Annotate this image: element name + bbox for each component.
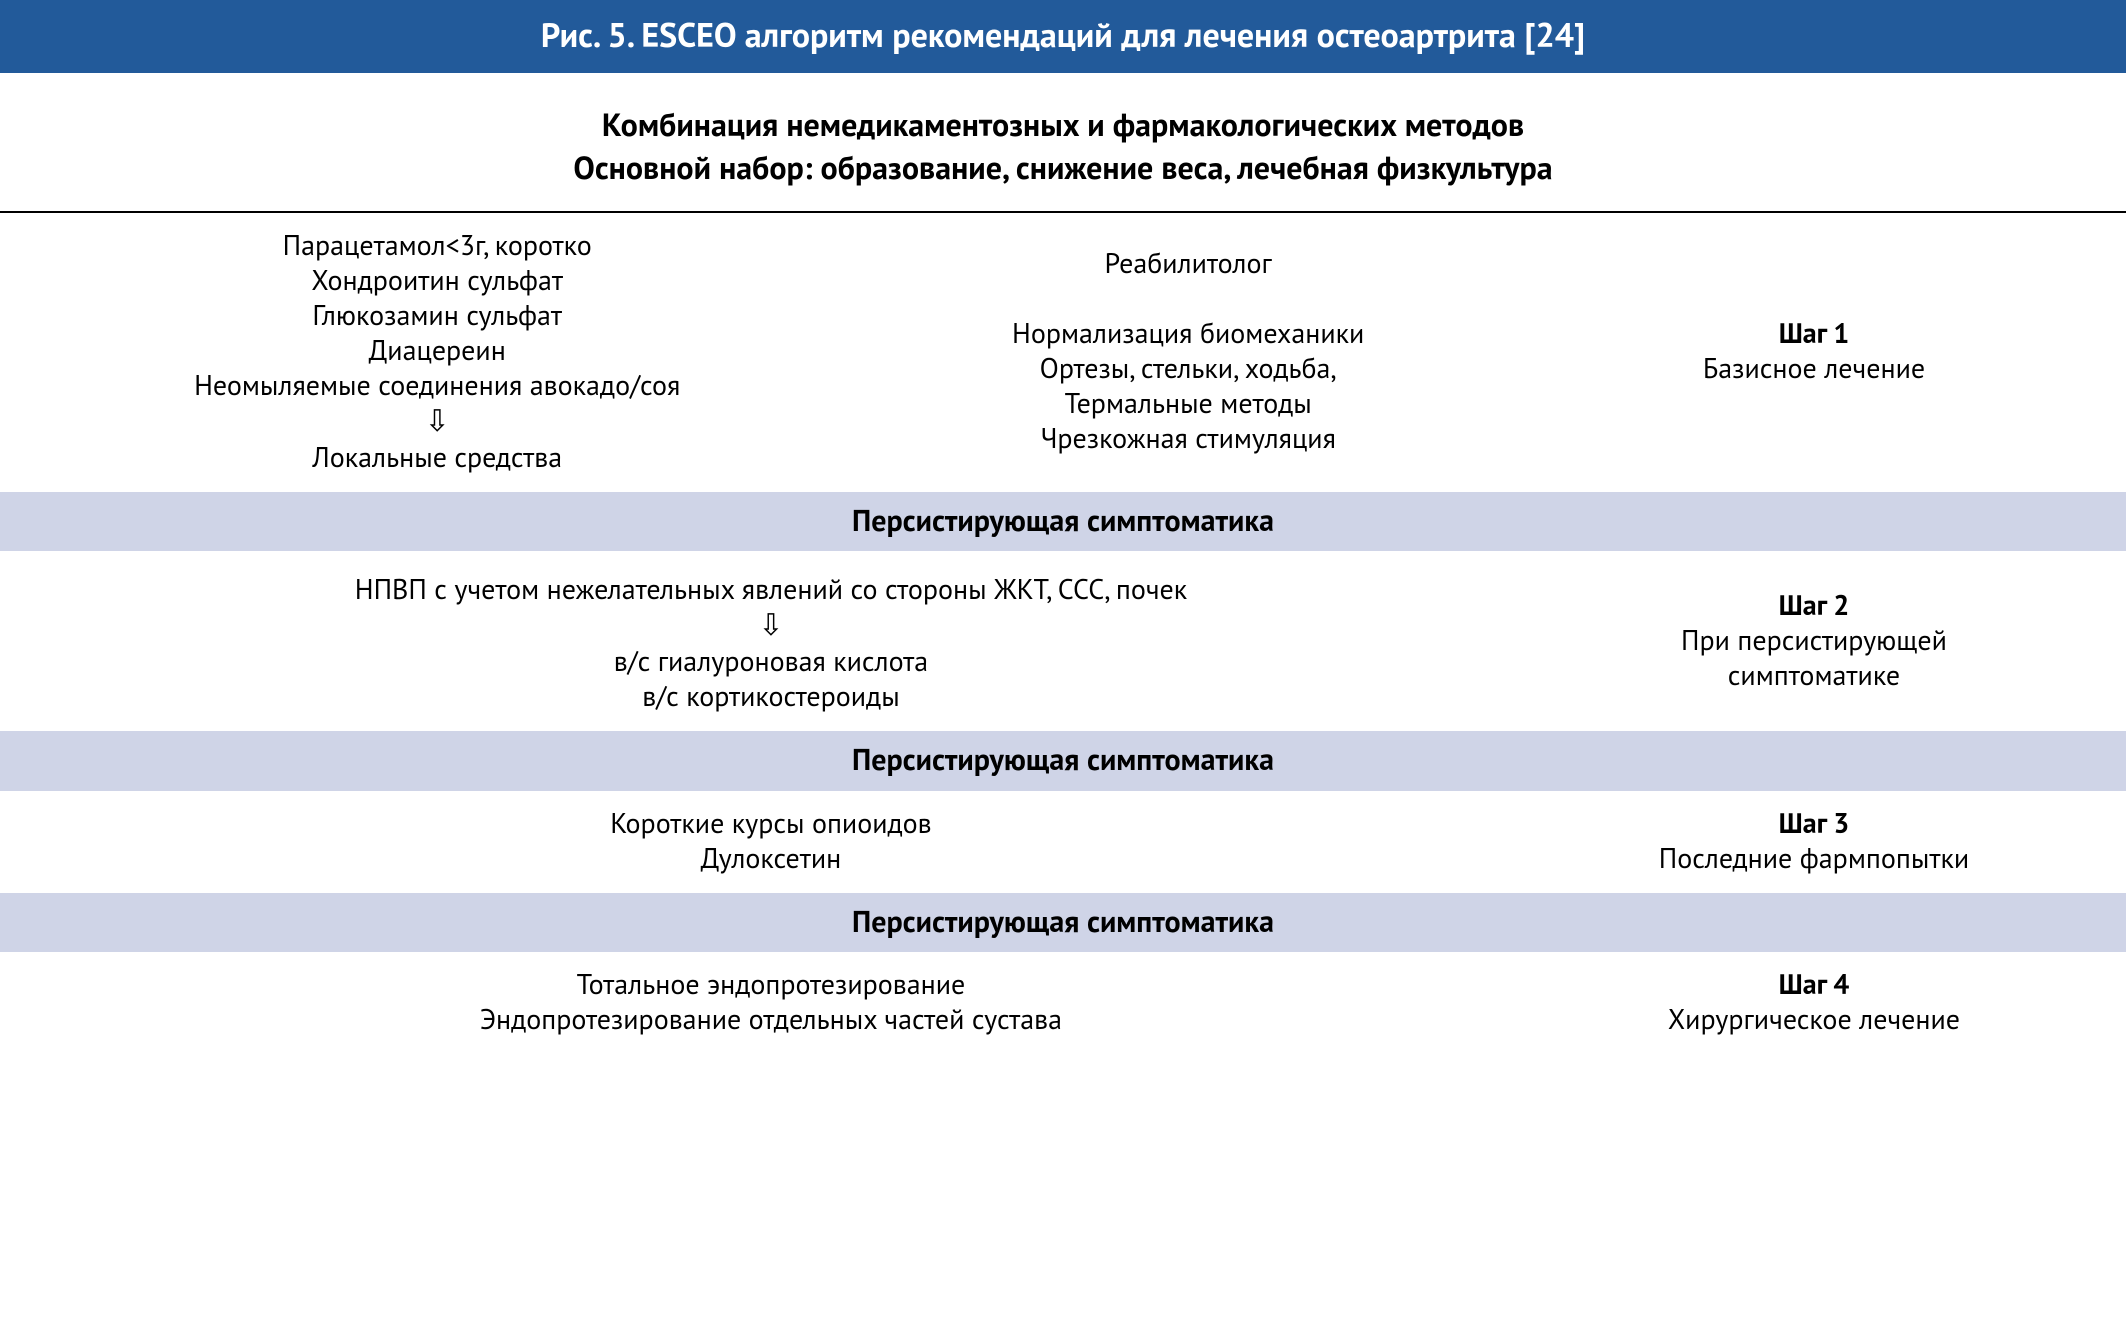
step4-subtitle: Хирургическое лечение [1522, 1001, 2106, 1036]
step1-mid-line: Термальные методы [854, 385, 1522, 420]
step1-mid-blank [854, 280, 1522, 315]
step2-subtitle: При персистирующей [1522, 622, 2106, 657]
figure-title-bar: Рис. 5. ESCEO алгоритм рекомендаций для … [0, 0, 2126, 77]
step1-left-line: Хондроитин сульфат [20, 262, 854, 297]
step3-subtitle: Последние фармпопытки [1522, 840, 2106, 875]
step3-left-line: Дулоксетин [20, 840, 1522, 875]
divider-label: Персистирующая симптоматика [852, 501, 1274, 540]
step4-title: Шаг 4 [1522, 966, 2106, 1001]
step3-title: Шаг 3 [1522, 805, 2106, 840]
divider-3: Персистирующая симптоматика [0, 893, 2126, 953]
step2-label: Шаг 2 При персистирующей симптоматике [1522, 587, 2106, 692]
step4-label: Шаг 4 Хирургическое лечение [1522, 966, 2106, 1036]
step1-mid-line: Чрезкожная стимуляция [854, 420, 1522, 455]
step1-mid-line: Ортезы, стельки, ходьба, [854, 350, 1522, 385]
step2-left: НПВП с учетом нежелательных явлений со с… [20, 565, 1522, 713]
intro-line-1: Комбинация немедикаментозных и фармаколо… [20, 103, 2106, 146]
step1-left-line: Неомыляемые соединения авокадо/соя [20, 367, 854, 402]
step4-left-line: Эндопротезирование отдельных частей суст… [20, 1001, 1522, 1036]
step4-row: Тотальное эндопротезирование Эндопротези… [0, 952, 2126, 1054]
step1-left-line: Глюкозамин сульфат [20, 297, 854, 332]
step3-row: Короткие курсы опиоидов Дулоксетин Шаг 3… [0, 791, 2126, 893]
step1-left-line: Локальные средства [20, 439, 854, 474]
step3-left-line: Короткие курсы опиоидов [20, 805, 1522, 840]
divider-label: Персистирующая симптоматика [852, 740, 1274, 779]
divider-label: Персистирующая симптоматика [852, 902, 1274, 941]
down-arrow-icon: ⇩ [20, 404, 854, 437]
step1-label: Шаг 1 Базисное лечение [1522, 315, 2106, 385]
step1-mid-line: Реабилитолог [854, 245, 1522, 280]
step1-left-line: Диацереин [20, 332, 854, 367]
divider-1: Персистирующая симптоматика [0, 492, 2126, 552]
step4-left-line: Тотальное эндопротезирование [20, 966, 1522, 1001]
step2-left-line: в/с кортикостероиды [20, 678, 1522, 713]
step1-mid: Реабилитолог Нормализация биомеханики Ор… [854, 245, 1522, 455]
step1-subtitle: Базисное лечение [1522, 350, 2106, 385]
divider-2: Персистирующая симптоматика [0, 731, 2126, 791]
step3-label: Шаг 3 Последние фармпопытки [1522, 805, 2106, 875]
step2-left-line: НПВП с учетом нежелательных явлений со с… [20, 571, 1522, 606]
step2-title: Шаг 2 [1522, 587, 2106, 622]
step1-row: Парацетамол<3г, коротко Хондроитин сульф… [0, 213, 2126, 492]
step4-left: Тотальное эндопротезирование Эндопротези… [20, 966, 1522, 1036]
step2-subtitle2: симптоматике [1522, 657, 2106, 692]
step3-left: Короткие курсы опиоидов Дулоксетин [20, 805, 1522, 875]
intro-line-2: Основной набор: образование, снижение ве… [20, 146, 2106, 189]
down-arrow-icon: ⇩ [20, 608, 1522, 641]
step1-title: Шаг 1 [1522, 315, 2106, 350]
step2-left-line: в/с гиалуроновая кислота [20, 643, 1522, 678]
step2-row: НПВП с учетом нежелательных явлений со с… [0, 551, 2126, 731]
step1-left: Парацетамол<3г, коротко Хондроитин сульф… [20, 227, 854, 474]
step1-left-line: Парацетамол<3г, коротко [20, 227, 854, 262]
intro-block: Комбинация немедикаментозных и фармаколо… [0, 77, 2126, 213]
step1-mid-line: Нормализация биомеханики [854, 315, 1522, 350]
figure-title: Рис. 5. ESCEO алгоритм рекомендаций для … [541, 13, 1585, 57]
